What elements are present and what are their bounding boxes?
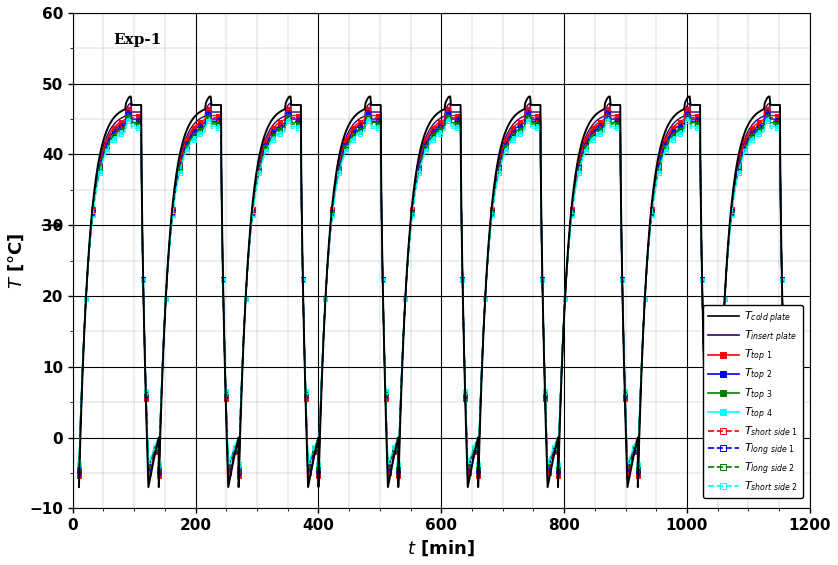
X-axis label: $t$ $\bf{[min]}$: $t$ $\bf{[min]}$ [407, 538, 475, 558]
Legend: $T_{cold\ plate}$, $T_{insert\ plate}$, $T_{top\ 1}$, $T_{top\ 2}$, $T_{top\ 3}$: $T_{cold\ plate}$, $T_{insert\ plate}$, … [703, 305, 803, 498]
Text: Exp-1: Exp-1 [113, 33, 162, 47]
Y-axis label: $T$ $\bf{[°C]}$: $T$ $\bf{[°C]}$ [7, 232, 27, 289]
